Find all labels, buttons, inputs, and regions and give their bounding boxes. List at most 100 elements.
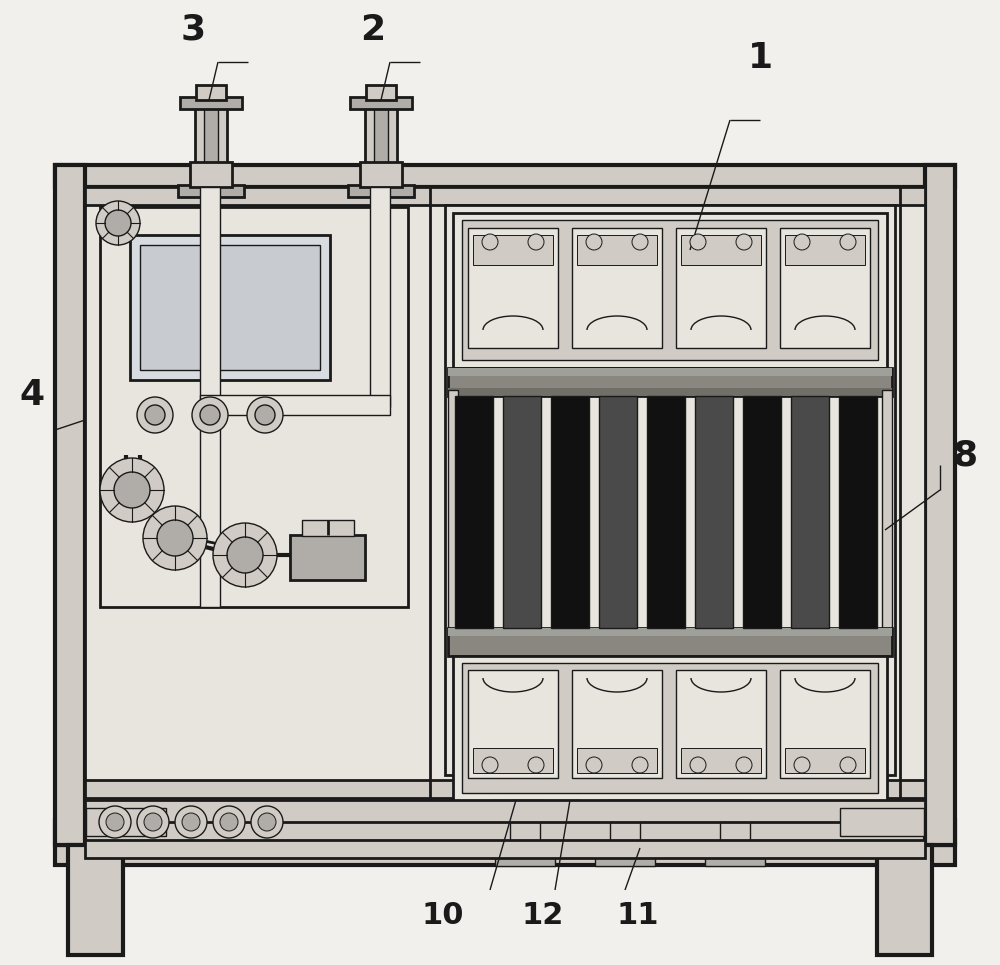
Bar [647, 396, 685, 628]
Bar [448, 628, 892, 636]
Circle shape [200, 405, 220, 425]
Bar [882, 390, 892, 638]
Bar [55, 820, 955, 842]
Circle shape [99, 806, 131, 838]
Circle shape [690, 757, 706, 773]
Bar [720, 800, 750, 850]
Bar [196, 85, 226, 100]
Bar [468, 228, 558, 348]
Bar [370, 187, 390, 407]
Circle shape [690, 234, 706, 250]
Bar [676, 228, 766, 348]
Circle shape [736, 757, 752, 773]
Bar [200, 395, 390, 415]
Bar [785, 235, 865, 265]
Bar [360, 162, 402, 187]
Bar [840, 808, 924, 836]
Bar [195, 100, 227, 190]
Bar [610, 800, 640, 850]
Circle shape [192, 397, 228, 433]
Bar [473, 235, 553, 265]
Circle shape [482, 234, 498, 250]
Circle shape [528, 757, 544, 773]
Bar [204, 100, 218, 190]
Text: 2: 2 [360, 13, 386, 47]
Circle shape [840, 757, 856, 773]
Circle shape [586, 234, 602, 250]
Bar [448, 628, 892, 656]
Bar [462, 220, 878, 360]
Bar [130, 235, 330, 380]
Bar [676, 670, 766, 778]
Circle shape [220, 813, 238, 831]
Bar [100, 207, 408, 607]
Bar [599, 396, 637, 628]
Bar [577, 235, 657, 265]
Bar [791, 396, 829, 628]
Circle shape [258, 813, 276, 831]
Bar [200, 187, 220, 607]
Text: 10: 10 [422, 900, 464, 929]
Circle shape [247, 397, 283, 433]
Text: 1: 1 [747, 41, 773, 75]
Bar [85, 800, 925, 822]
Bar [572, 670, 662, 778]
Circle shape [736, 234, 752, 250]
Bar [190, 162, 232, 187]
Bar [681, 235, 761, 265]
Bar [551, 396, 589, 628]
Circle shape [213, 806, 245, 838]
Circle shape [106, 813, 124, 831]
Circle shape [632, 234, 648, 250]
Bar [495, 848, 555, 866]
Bar [468, 670, 558, 778]
Bar [290, 535, 365, 580]
Text: 12: 12 [522, 900, 564, 929]
Bar [348, 185, 414, 197]
Circle shape [145, 405, 165, 425]
Text: 8: 8 [952, 438, 978, 472]
Bar [448, 388, 892, 396]
Bar [743, 396, 781, 628]
Circle shape [213, 523, 277, 587]
Circle shape [157, 520, 193, 556]
Bar [595, 848, 655, 866]
Circle shape [105, 210, 131, 236]
Bar [473, 748, 553, 773]
Text: 3: 3 [180, 13, 206, 47]
Circle shape [794, 234, 810, 250]
Circle shape [632, 757, 648, 773]
Bar [572, 228, 662, 348]
Bar [681, 748, 761, 773]
Bar [366, 85, 396, 100]
Circle shape [227, 537, 263, 573]
Circle shape [114, 472, 150, 508]
Bar [705, 848, 765, 866]
Bar [695, 396, 733, 628]
Bar [453, 656, 887, 801]
Text: 4: 4 [19, 378, 45, 412]
Bar [55, 165, 85, 845]
Bar [503, 396, 541, 628]
Bar [877, 845, 932, 955]
Bar [445, 205, 895, 775]
Circle shape [144, 813, 162, 831]
Bar [448, 390, 458, 638]
Bar [85, 780, 925, 798]
Circle shape [586, 757, 602, 773]
Circle shape [482, 757, 498, 773]
Bar [55, 845, 955, 865]
Bar [86, 808, 166, 836]
Bar [68, 845, 123, 955]
Bar [85, 187, 925, 817]
Bar [55, 165, 955, 187]
Circle shape [100, 458, 164, 522]
Circle shape [175, 806, 207, 838]
Bar [925, 165, 955, 845]
Circle shape [137, 806, 169, 838]
Bar [839, 396, 877, 628]
Bar [780, 228, 870, 348]
Bar [490, 800, 580, 818]
Bar [85, 840, 925, 858]
Bar [600, 800, 740, 818]
